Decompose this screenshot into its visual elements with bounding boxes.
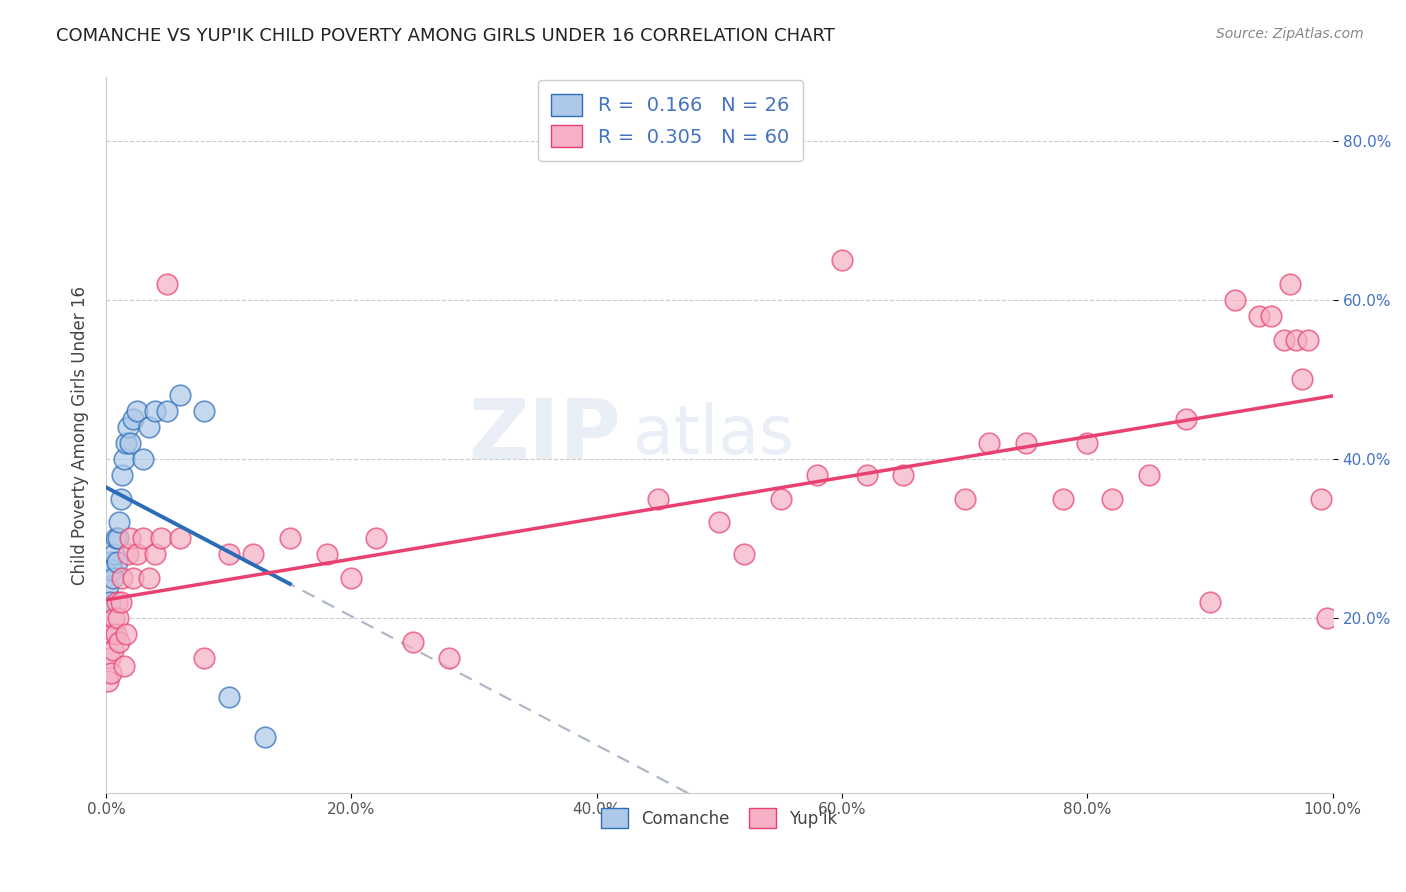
Point	[103, 642, 125, 657]
Point	[242, 547, 264, 561]
Text: ZIP: ZIP	[468, 394, 621, 475]
Point	[100, 666, 122, 681]
Point	[107, 532, 129, 546]
Point	[1272, 333, 1295, 347]
Point	[108, 634, 131, 648]
Point	[1174, 412, 1197, 426]
Point	[132, 451, 155, 466]
Point	[769, 491, 792, 506]
Point	[1278, 277, 1301, 291]
Point	[278, 532, 301, 546]
Point	[1260, 309, 1282, 323]
Point	[111, 571, 134, 585]
Point	[340, 571, 363, 585]
Point	[193, 650, 215, 665]
Point	[97, 674, 120, 689]
Point	[101, 626, 124, 640]
Point	[1291, 372, 1313, 386]
Point	[104, 626, 127, 640]
Point	[1015, 436, 1038, 450]
Point	[122, 412, 145, 426]
Point	[439, 650, 461, 665]
Point	[1137, 467, 1160, 482]
Point	[806, 467, 828, 482]
Point	[112, 658, 135, 673]
Point	[122, 571, 145, 585]
Point	[132, 532, 155, 546]
Point	[1309, 491, 1331, 506]
Point	[1223, 293, 1246, 307]
Point	[105, 595, 128, 609]
Point	[1296, 333, 1319, 347]
Point	[138, 420, 160, 434]
Point	[108, 516, 131, 530]
Point	[1052, 491, 1074, 506]
Point	[103, 547, 125, 561]
Point	[709, 516, 731, 530]
Point	[156, 404, 179, 418]
Point	[1249, 309, 1271, 323]
Point	[855, 467, 877, 482]
Point	[125, 547, 148, 561]
Point	[117, 547, 139, 561]
Point	[1199, 595, 1222, 609]
Point	[218, 547, 240, 561]
Point	[193, 404, 215, 418]
Legend: Comanche, Yup'ik: Comanche, Yup'ik	[595, 802, 845, 834]
Point	[103, 571, 125, 585]
Point	[143, 547, 166, 561]
Point	[254, 730, 277, 744]
Point	[101, 563, 124, 577]
Point	[120, 532, 142, 546]
Text: atlas: atlas	[634, 402, 794, 468]
Point	[1285, 333, 1308, 347]
Point	[107, 611, 129, 625]
Y-axis label: Child Poverty Among Girls Under 16: Child Poverty Among Girls Under 16	[72, 285, 89, 584]
Point	[401, 634, 423, 648]
Point	[103, 611, 125, 625]
Point	[98, 595, 121, 609]
Point	[1101, 491, 1123, 506]
Text: Source: ZipAtlas.com: Source: ZipAtlas.com	[1216, 27, 1364, 41]
Point	[150, 532, 173, 546]
Point	[953, 491, 976, 506]
Point	[97, 579, 120, 593]
Point	[125, 404, 148, 418]
Point	[218, 690, 240, 705]
Point	[104, 532, 127, 546]
Point	[831, 253, 853, 268]
Point	[169, 532, 191, 546]
Point	[647, 491, 669, 506]
Point	[138, 571, 160, 585]
Point	[100, 555, 122, 569]
Point	[979, 436, 1001, 450]
Point	[893, 467, 915, 482]
Text: COMANCHE VS YUP'IK CHILD POVERTY AMONG GIRLS UNDER 16 CORRELATION CHART: COMANCHE VS YUP'IK CHILD POVERTY AMONG G…	[56, 27, 835, 45]
Point	[364, 532, 387, 546]
Point	[1076, 436, 1098, 450]
Point	[114, 626, 136, 640]
Point	[156, 277, 179, 291]
Point	[111, 467, 134, 482]
Point	[733, 547, 755, 561]
Point	[1316, 611, 1339, 625]
Point	[110, 491, 132, 506]
Point	[143, 404, 166, 418]
Point	[120, 436, 142, 450]
Point	[114, 436, 136, 450]
Point	[112, 451, 135, 466]
Point	[117, 420, 139, 434]
Point	[110, 595, 132, 609]
Point	[315, 547, 337, 561]
Point	[169, 388, 191, 402]
Point	[105, 555, 128, 569]
Point	[98, 650, 121, 665]
